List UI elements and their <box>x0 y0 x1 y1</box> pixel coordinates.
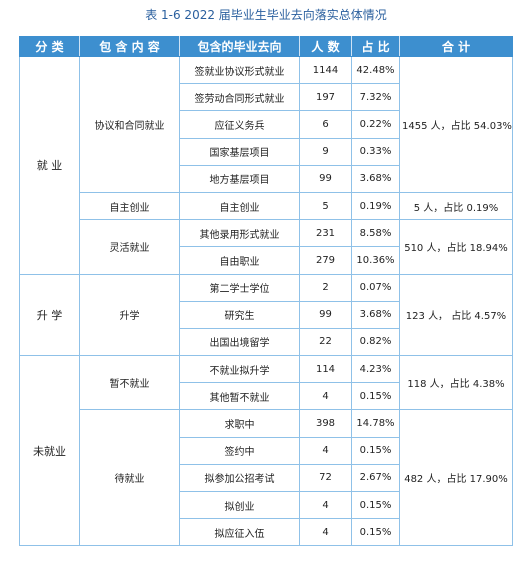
percent-cell: 3.68% <box>351 164 400 193</box>
total-self: 5 人，占比 0.19% <box>399 191 513 221</box>
table-row: 出国出境留学 22 0.82% <box>20 327 513 357</box>
header-count: 人 数 <box>299 36 352 57</box>
destination-cell: 不就业拟升学 <box>179 355 300 384</box>
table-row: 地方基层项目 99 3.68% <box>20 164 513 193</box>
percent-cell: 0.82% <box>351 327 400 357</box>
header-category: 分 类 <box>19 36 80 57</box>
destination-cell: 求职中 <box>179 409 300 438</box>
count-cell: 4 <box>299 436 352 465</box>
table-caption: 表 1-6 2022 届毕业生毕业去向落实总体情况 <box>145 8 387 22</box>
header-percent: 占 比 <box>351 36 400 57</box>
destination-cell: 其他录用形式就业 <box>179 219 300 248</box>
percent-cell: 0.15% <box>351 436 400 465</box>
count-cell: 398 <box>299 409 352 438</box>
percent-cell: 0.22% <box>351 110 400 139</box>
destination-cell: 自由职业 <box>179 246 300 275</box>
category-employed: 就 业 <box>19 56 80 275</box>
destination-cell: 拟创业 <box>179 490 300 520</box>
group-wait: 待就业 <box>79 409 180 547</box>
count-cell: 4 <box>299 382 352 411</box>
table-row: 签约中 4 0.15% <box>20 436 513 465</box>
count-cell: 2 <box>299 273 352 302</box>
category-further-study: 升 学 <box>19 273 80 357</box>
table-row: 自由职业 279 10.36% <box>20 246 513 275</box>
percent-cell: 0.19% <box>351 191 400 221</box>
table-row: 自主创业 自主创业 5 0.19% 5 人，占比 0.19% <box>20 191 513 221</box>
count-cell: 72 <box>299 463 352 493</box>
count-cell: 4 <box>299 490 352 520</box>
table-row: 待就业 求职中 398 14.78% 482 人，占比 17.90% <box>20 409 513 547</box>
percent-cell: 7.32% <box>351 83 400 112</box>
destination-cell: 其他暂不就业 <box>179 382 300 411</box>
count-cell: 9 <box>299 137 352 166</box>
destination-cell: 签约中 <box>179 436 300 465</box>
count-cell: 197 <box>299 83 352 112</box>
destination-cell: 拟参加公招考试 <box>179 463 300 493</box>
group-flex: 灵活就业 <box>79 219 180 275</box>
table-row: 灵活就业 其他录用形式就业 231 8.58% 510 人，占比 18.94% <box>20 219 513 275</box>
count-cell: 22 <box>299 327 352 357</box>
destination-cell: 签劳动合同形式就业 <box>179 83 300 112</box>
destination-cell: 自主创业 <box>179 191 300 221</box>
percent-cell: 0.33% <box>351 137 400 166</box>
percent-cell: 8.58% <box>351 219 400 248</box>
header-total: 合 计 <box>399 36 513 57</box>
header-row: 分 类 包 含 内 容 包含的毕业去向 人 数 占 比 合 计 <box>19 36 513 57</box>
percent-cell: 0.15% <box>351 518 400 547</box>
destination-cell: 应征义务兵 <box>179 110 300 139</box>
table-row: 拟应征入伍 4 0.15% <box>20 518 513 547</box>
count-cell: 5 <box>299 191 352 221</box>
percent-cell: 2.67% <box>351 463 400 493</box>
percent-cell: 0.15% <box>351 490 400 520</box>
count-cell: 279 <box>299 246 352 275</box>
count-cell: 114 <box>299 355 352 384</box>
percent-cell: 0.07% <box>351 273 400 302</box>
count-cell: 231 <box>299 219 352 248</box>
destination-cell: 研究生 <box>179 300 300 329</box>
group-contract: 协议和合同就业 <box>79 56 180 193</box>
destination-cell: 地方基层项目 <box>179 164 300 193</box>
table-row: 研究生 99 3.68% <box>20 300 513 329</box>
table-row: 就 业 协议和合同就业 签就业协议形式就业 1144 42.48% 1455 人… <box>19 55 513 275</box>
percent-cell: 10.36% <box>351 246 400 275</box>
group-temp: 暂不就业 <box>79 355 180 411</box>
total-study: 123 人， 占比 4.57% <box>399 273 513 357</box>
table-row: 签劳动合同形式就业 197 7.32% <box>20 83 513 112</box>
table-row: 应征义务兵 6 0.22% <box>20 110 513 139</box>
header-content: 包 含 内 容 <box>79 36 180 57</box>
count-cell: 4 <box>299 518 352 547</box>
destination-cell: 签就业协议形式就业 <box>179 55 300 85</box>
percent-cell: 0.15% <box>351 382 400 411</box>
category-unemployed: 未就业 <box>19 355 80 547</box>
total-temp: 118 人，占比 4.38% <box>399 355 513 411</box>
destination-cell: 拟应征入伍 <box>179 518 300 547</box>
graduate-destination-table: 分 类 包 含 内 容 包含的毕业去向 人 数 占 比 合 计 就 业 协议和合… <box>19 36 513 547</box>
table-row: 未就业 暂不就业 不就业拟升学 114 4.23% 118 人，占比 4.38% <box>19 355 513 547</box>
destination-cell: 国家基层项目 <box>179 137 300 166</box>
table-row: 升 学 升学 第二学士学位 2 0.07% 123 人， 占比 4.57% <box>19 273 513 357</box>
count-cell: 99 <box>299 300 352 329</box>
destination-cell: 第二学士学位 <box>179 273 300 302</box>
group-study: 升学 <box>79 273 180 357</box>
percent-cell: 3.68% <box>351 300 400 329</box>
count-cell: 6 <box>299 110 352 139</box>
group-self: 自主创业 <box>79 191 180 221</box>
count-cell: 99 <box>299 164 352 193</box>
percent-cell: 4.23% <box>351 355 400 384</box>
header-destination: 包含的毕业去向 <box>179 36 300 57</box>
percent-cell: 14.78% <box>351 409 400 438</box>
total-contract: 1455 人，占比 54.03% <box>399 56 513 193</box>
count-cell: 1144 <box>299 55 352 85</box>
table-row: 其他暂不就业 4 0.15% <box>20 382 513 411</box>
destination-cell: 出国出境留学 <box>179 327 300 357</box>
total-flex: 510 人，占比 18.94% <box>399 219 513 275</box>
total-wait: 482 人，占比 17.90% <box>399 409 513 547</box>
percent-cell: 42.48% <box>351 55 400 85</box>
